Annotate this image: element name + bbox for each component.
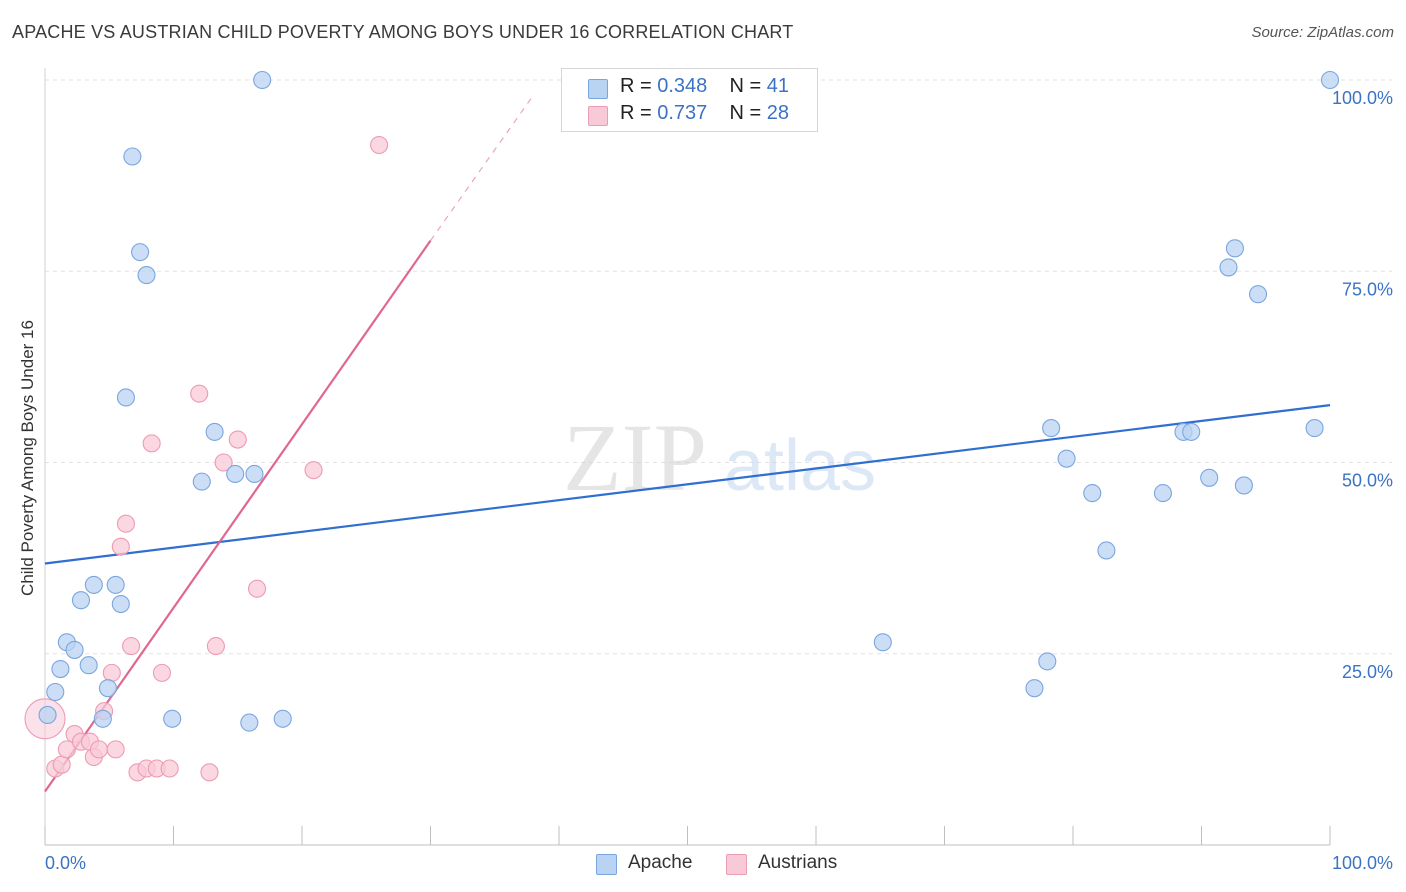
apache-legend-swatch [596, 854, 617, 875]
austrians-trendline [44, 240, 432, 793]
austrians-legend-label: Austrians [758, 852, 838, 873]
apache-point [51, 659, 70, 679]
legend-apache-text: R = 0.348 N = 41 [620, 75, 790, 97]
apache-point [98, 679, 118, 698]
grid-lines [45, 79, 1392, 655]
apache-point [253, 70, 272, 90]
austrians-point [106, 740, 125, 759]
austrians-point [214, 453, 233, 472]
apache-point [1097, 541, 1116, 560]
austrians-point [247, 579, 267, 598]
apache-point [84, 575, 103, 594]
austrians-swatch [588, 106, 608, 126]
apache-point [273, 709, 292, 728]
y-tick-label: 75.0% [1342, 279, 1393, 299]
apache-point [1234, 476, 1253, 495]
austrians-point [57, 740, 76, 759]
apache-point [873, 633, 892, 652]
watermark: ZIP atlas [563, 404, 876, 511]
apache-point [205, 422, 224, 441]
apache-point [131, 243, 150, 262]
apache-point [1305, 419, 1324, 438]
apache-point [111, 594, 130, 614]
apache-point [1153, 484, 1172, 503]
apache-point [1200, 468, 1219, 487]
austrians-point [160, 759, 179, 778]
trendlines [44, 94, 1331, 793]
watermark-atlas: atlas [724, 426, 876, 506]
apache-point [1320, 70, 1340, 90]
data-points [24, 70, 1340, 782]
austrians-point [206, 637, 225, 656]
apache-point [38, 705, 57, 725]
watermark-zip: ZIP [563, 404, 707, 511]
austrians-point [200, 763, 219, 782]
austrians-legend-swatch [726, 854, 747, 875]
apache-point [137, 266, 156, 285]
apache-point [240, 713, 259, 732]
apache-point [46, 682, 65, 702]
apache-point [245, 464, 264, 484]
austrians-point [370, 135, 389, 155]
apache-point [1042, 419, 1061, 438]
apache-point [93, 709, 112, 728]
austrians-n-value: 28 [766, 102, 790, 124]
apache-point [1248, 285, 1268, 304]
x-tick-label: 100.0% [1332, 853, 1393, 873]
apache-point [226, 464, 245, 484]
apache-point [1225, 239, 1244, 258]
apache-point [1057, 449, 1076, 468]
tick-labels: 25.0% 50.0% 75.0% 100.0% 0.0% 100.0% [45, 88, 1393, 873]
apache-point [79, 656, 98, 675]
legend-austrians-text: R = 0.737 N = 28 [620, 102, 790, 124]
apache-point [163, 709, 182, 728]
apache-point [1025, 679, 1044, 698]
source-label: Source: ZipAtlas.com [1251, 24, 1394, 41]
apache-r-value: 0.348 [657, 75, 708, 97]
austrians-point [122, 637, 141, 656]
apache-point [1083, 484, 1102, 503]
apache-point [192, 472, 211, 491]
austrians-trendline-extension [430, 94, 534, 241]
apache-point [1182, 422, 1201, 441]
austrians-point [152, 663, 171, 682]
austrians-point [142, 434, 161, 453]
austrians-point [102, 663, 121, 682]
y-tick-label: 25.0% [1342, 662, 1393, 682]
austrians-point [89, 740, 109, 759]
austrians-point [111, 537, 130, 556]
austrians-point [190, 384, 209, 403]
apache-point [116, 388, 136, 407]
y-axis-label: Child Poverty Among Boys Under 16 [18, 320, 37, 596]
apache-point [1038, 652, 1057, 671]
chart-title: APACHE VS AUSTRIAN CHILD POVERTY AMONG B… [12, 22, 794, 42]
apache-point [65, 640, 84, 659]
austrians-point [228, 430, 247, 449]
austrians-point [304, 461, 323, 480]
apache-point [71, 591, 91, 610]
y-tick-label: 100.0% [1332, 88, 1393, 108]
austrians-point [116, 514, 136, 533]
y-tick-label: 50.0% [1342, 471, 1393, 491]
apache-point [1219, 258, 1238, 277]
apache-point [106, 575, 125, 594]
apache-point [123, 147, 142, 166]
apache-n-value: 41 [766, 75, 790, 97]
correlation-legend: R = 0.348 N = 41 R = 0.737 N = 28 [561, 68, 818, 132]
apache-trendline [44, 404, 1331, 565]
x-tick-label: 0.0% [45, 853, 86, 873]
apache-swatch [588, 79, 608, 99]
austrians-r-value: 0.737 [657, 102, 708, 124]
apache-legend-label: Apache [628, 852, 693, 873]
austrians-point [52, 755, 71, 774]
